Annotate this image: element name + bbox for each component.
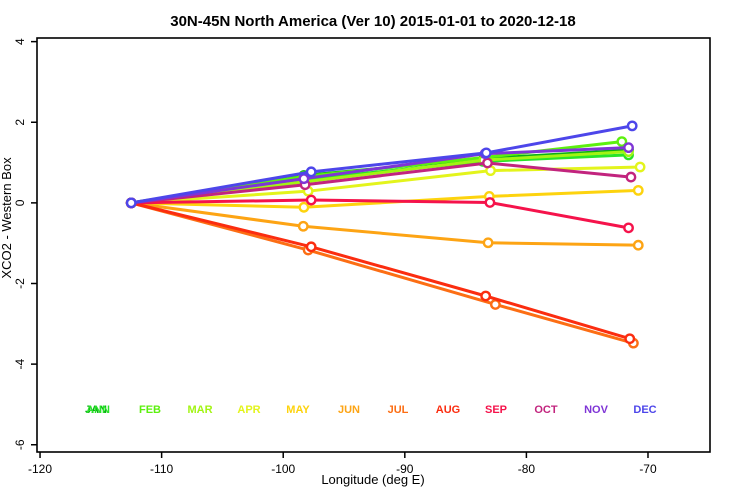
legend-mar: MAR <box>187 404 212 416</box>
series-line-oct <box>129 161 633 205</box>
legend-dec: DEC <box>633 404 656 416</box>
plot-border <box>36 37 711 453</box>
data-point-may <box>632 184 644 196</box>
y-tick-label: -4 <box>13 358 27 369</box>
series-line-dec <box>129 124 634 205</box>
data-point-dec <box>125 197 137 209</box>
data-point-aug <box>480 290 492 302</box>
data-point-jun <box>297 220 309 232</box>
x-tick-label: -90 <box>396 462 414 476</box>
data-point-nov <box>298 173 310 185</box>
data-point-sep <box>623 222 634 234</box>
data-point-jul <box>489 299 501 310</box>
legend-nov: NOV <box>584 404 609 416</box>
legend-ann: ANN <box>86 404 110 416</box>
y-tick-label: -2 <box>13 278 27 289</box>
series-line-aug <box>129 201 632 341</box>
data-point-sep <box>484 197 496 208</box>
x-tick-label: -70 <box>639 462 657 476</box>
data-point-aug <box>305 241 317 253</box>
data-point-dec <box>305 166 317 178</box>
legend-apr: APR <box>237 404 260 416</box>
data-point-jun <box>482 237 494 249</box>
series-line-nov <box>129 146 631 205</box>
data-point-apr <box>634 161 646 173</box>
data-point-may <box>298 201 310 213</box>
y-tick-label: 4 <box>13 38 27 45</box>
series-dec <box>125 120 638 209</box>
data-point-nov <box>623 142 634 154</box>
legend-may: MAY <box>286 404 310 416</box>
series-jun <box>125 197 644 251</box>
x-tick-label: -120 <box>28 462 52 476</box>
data-point-oct <box>482 157 493 169</box>
series-line-jul <box>129 201 635 345</box>
y-tick-label: 0 <box>13 199 27 206</box>
series-line-jun <box>129 201 640 247</box>
y-tick-label: 2 <box>13 119 27 126</box>
series-line-sep <box>129 198 631 230</box>
legend-jan: JAN <box>85 404 107 416</box>
legend-oct: OCT <box>534 404 558 416</box>
x-axis-label: Longitude (deg E) <box>321 472 424 487</box>
data-point-jun <box>632 239 644 251</box>
chart-title: 30N-45N North America (Ver 10) 2015-01-0… <box>170 13 575 30</box>
data-point-sep <box>305 194 317 206</box>
legend-aug: AUG <box>436 404 460 416</box>
x-tick-label: -80 <box>518 462 536 476</box>
data-point-oct <box>625 171 637 183</box>
data-point-feb <box>616 136 628 148</box>
legend-feb: FEB <box>139 404 161 416</box>
legend-sep: SEP <box>485 404 507 416</box>
x-tick-label: -110 <box>150 462 173 476</box>
legend-jun: JUN <box>338 404 360 416</box>
data-point-dec <box>480 147 492 159</box>
series-line-apr <box>129 165 642 205</box>
data-point-aug <box>624 333 636 345</box>
data-point-dec <box>626 120 638 132</box>
y-axis-label: XCO2 - Western Box <box>0 157 14 279</box>
y-tick-label: -6 <box>13 439 27 450</box>
legend-jul: JUL <box>388 404 409 416</box>
x-tick-label: -100 <box>271 462 295 476</box>
